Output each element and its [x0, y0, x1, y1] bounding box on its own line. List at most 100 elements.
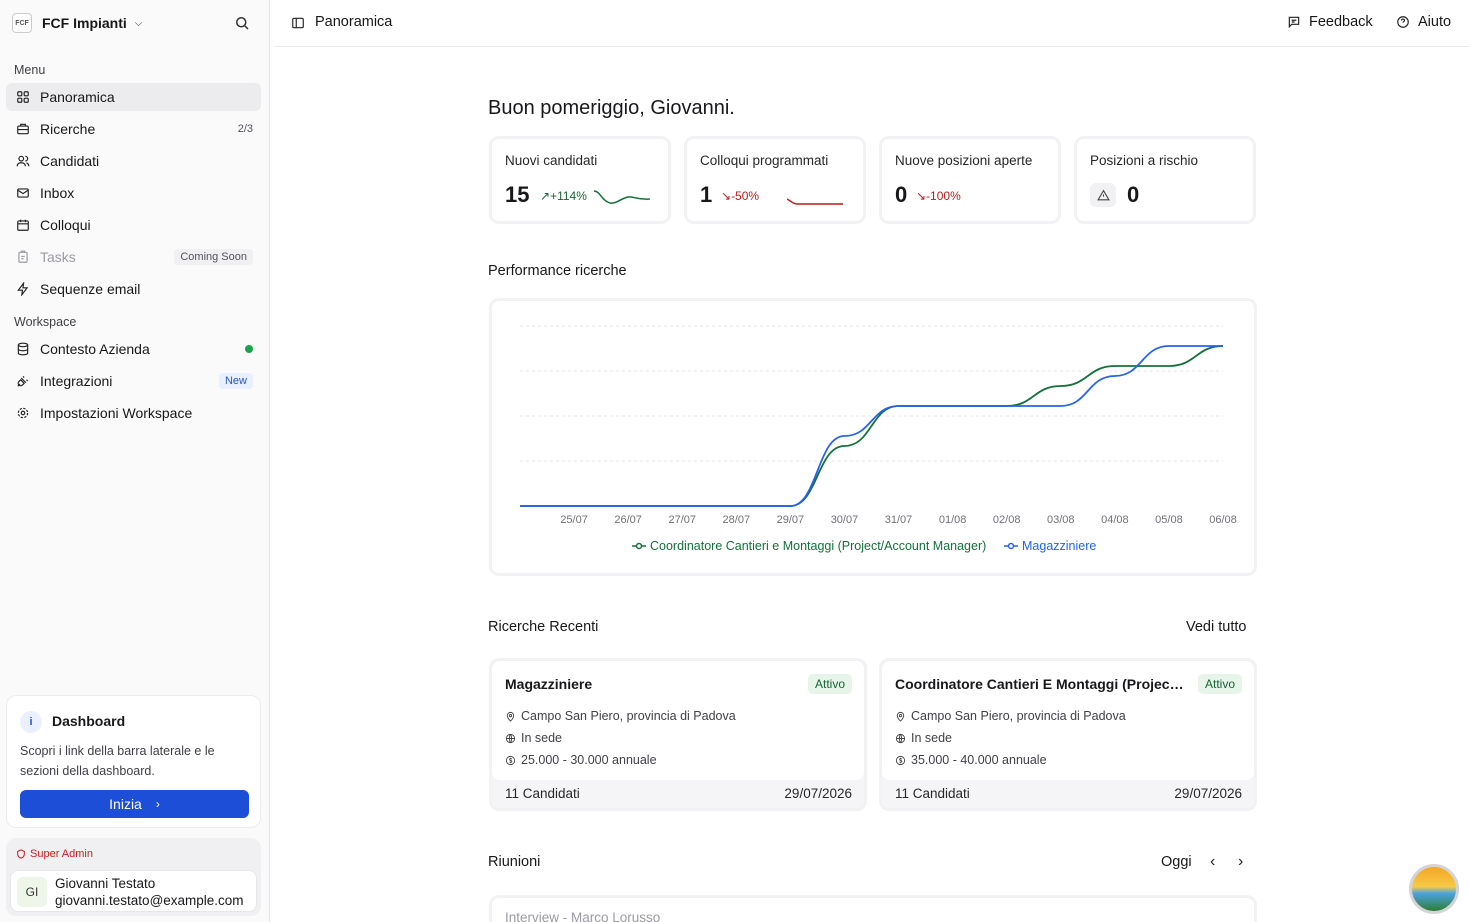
- x-tick-label: 30/07: [831, 514, 859, 526]
- calendar-icon: [16, 218, 30, 232]
- sidebar-item-label: Tasks: [40, 249, 76, 265]
- series-line-coordinatore[interactable]: [520, 345, 1224, 507]
- job-mode: In sede: [895, 731, 952, 745]
- mode-text: In sede: [521, 731, 563, 745]
- warning-icon: [1090, 183, 1116, 207]
- money-icon: [505, 755, 516, 765]
- stat-value: 15: [505, 182, 530, 207]
- x-tick-label: 28/07: [723, 514, 751, 526]
- sidebar-item-inbox[interactable]: Inbox: [6, 179, 261, 207]
- globe-icon: [895, 733, 906, 743]
- sidebar-item-label: Ricerche: [40, 121, 96, 137]
- sidebar-item-label: Sequenze email: [40, 281, 141, 297]
- x-tick-label: 04/08: [1101, 514, 1129, 526]
- sidebar-toggle-icon[interactable]: [291, 16, 305, 30]
- chevron-right-icon[interactable]: ›: [1238, 853, 1244, 870]
- status-badge: Attivo: [807, 674, 852, 694]
- page-title: Panoramica: [315, 14, 393, 30]
- job-title: Magazziniere: [505, 676, 593, 692]
- trend-up-indicator: ↗+114%: [540, 189, 587, 203]
- x-tick-label: 02/08: [993, 514, 1021, 526]
- search-icon[interactable]: [233, 14, 251, 32]
- x-tick-label: 31/07: [885, 514, 913, 526]
- sidebar-item-integrazioni[interactable]: Integrazioni New: [6, 367, 261, 395]
- salary-text: 25.000 - 30.000 annuale: [521, 753, 657, 767]
- briefcase-icon: [16, 122, 30, 136]
- job-date: 29/07/2026: [1174, 786, 1242, 801]
- workspace-logo: FCF: [12, 13, 32, 33]
- salary-text: 35.000 - 40.000 annuale: [911, 753, 1047, 767]
- candidates-count: 11 Candidati: [505, 786, 580, 801]
- job-location: Campo San Piero, provincia di Padova: [505, 709, 736, 723]
- stat-label: Colloqui programmati: [700, 153, 829, 168]
- performance-chart: 25/07 26/07 27/07 28/07 29/07 30/07 31/07 01/08…: [520, 325, 1237, 553]
- job-mode: In sede: [505, 731, 562, 745]
- location-text: Campo San Piero, provincia di Padova: [911, 709, 1126, 723]
- legend-item[interactable]: Magazziniere: [1004, 539, 1096, 553]
- shield-icon: [17, 849, 25, 859]
- help-text: Scopri i link della barra laterale e le …: [20, 744, 215, 778]
- sidebar-item-panoramica[interactable]: Panoramica: [6, 83, 261, 111]
- super-admin-badge: Super Admin: [16, 848, 93, 860]
- x-tick-label: 25/07: [560, 514, 588, 526]
- legend-item[interactable]: Coordinatore Cantieri e Montaggi (Projec…: [632, 539, 986, 553]
- coming-soon-badge: Coming Soon: [174, 249, 253, 265]
- sidebar-item-contesto-azienda[interactable]: Contesto Azienda: [6, 335, 261, 363]
- chevron-down-icon: ⌵: [134, 17, 143, 29]
- stat-card-nuovi-candidati[interactable]: Nuovi candidati 15 ↗+114%: [489, 136, 671, 224]
- info-icon: i: [20, 711, 42, 733]
- trend-value: -50%: [731, 189, 760, 203]
- user-card[interactable]: GI Giovanni Testato giovanni.testato@exa…: [10, 870, 257, 912]
- help-button[interactable]: Aiuto: [1396, 14, 1451, 30]
- new-badge: New: [218, 373, 253, 389]
- job-date: 29/07/2026: [784, 786, 852, 801]
- job-card-coordinatore[interactable]: Coordinatore Cantieri E Montaggi (Projec…: [879, 658, 1257, 811]
- sidebar-item-ricerche[interactable]: Ricerche 2/3: [6, 115, 261, 143]
- stat-card-posizioni-rischio[interactable]: Posizioni a rischio 0: [1074, 136, 1256, 224]
- feedback-button[interactable]: Feedback: [1287, 14, 1373, 30]
- stat-label: Nuovi candidati: [505, 153, 598, 168]
- chevron-left-icon[interactable]: ‹: [1210, 853, 1216, 870]
- legend-label: Magazziniere: [1022, 539, 1096, 553]
- trend-down-indicator: ↘-100%: [916, 189, 961, 203]
- start-tour-button[interactable]: Inizia ›: [20, 790, 249, 818]
- sidebar-item-label: Contesto Azienda: [40, 341, 150, 357]
- help-label: Aiuto: [1418, 14, 1452, 30]
- see-all-link[interactable]: Vedi tutto: [1186, 619, 1247, 635]
- sidebar-item-impostazioni-workspace[interactable]: Impostazioni Workspace: [6, 399, 261, 427]
- mail-icon: [16, 186, 30, 200]
- assistant-avatar-button[interactable]: [1409, 864, 1459, 914]
- stat-card-nuove-posizioni[interactable]: Nuove posizioni aperte 0 ↘-100%: [879, 136, 1061, 224]
- sidebar-item-sequenze-email[interactable]: Sequenze email: [6, 275, 261, 303]
- sidebar-item-candidati[interactable]: Candidati: [6, 147, 261, 175]
- stat-value: 0: [895, 182, 908, 207]
- dashboard-help-card: i Dashboard Scopri i link della barra la…: [6, 695, 261, 828]
- sidebar-item-label: Integrazioni: [40, 373, 113, 389]
- trend-down-indicator: ↘-50%: [721, 189, 760, 203]
- help-circle-icon: [1397, 16, 1409, 28]
- today-button[interactable]: Oggi: [1161, 854, 1192, 870]
- stat-value: 1: [700, 182, 713, 207]
- user-menu[interactable]: Super Admin GI Giovanni Testato giovanni…: [6, 838, 261, 916]
- meeting-card[interactable]: Interview - Marco Lorusso: [489, 895, 1257, 922]
- sidebar-item-colloqui[interactable]: Colloqui: [6, 211, 261, 239]
- x-tick-label: 06/08: [1209, 514, 1237, 526]
- job-card-body: Coordinatore Cantieri E Montaggi (Projec…: [882, 661, 1254, 780]
- x-tick-label: 05/08: [1155, 514, 1183, 526]
- stat-value: 0: [1127, 182, 1140, 207]
- sidebar-item-label: Impostazioni Workspace: [40, 405, 193, 421]
- sidebar-item-label: Panoramica: [40, 89, 115, 105]
- series-line-magazziniere[interactable]: [520, 345, 1223, 507]
- start-tour-label: Inizia: [109, 796, 142, 812]
- performance-chart-card: 25/07 26/07 27/07 28/07 29/07 30/07 31/07 01/08…: [489, 298, 1257, 576]
- stat-card-colloqui-programmati[interactable]: Colloqui programmati 1 ↘-50%: [684, 136, 866, 224]
- job-card-magazziniere[interactable]: Magazziniere Attivo Campo San Piero, pro…: [489, 658, 867, 811]
- job-title: Coordinatore Cantieri E Montaggi (Projec…: [895, 676, 1184, 692]
- workspace-name: FCF Impianti: [42, 15, 127, 31]
- workspace-switcher[interactable]: FCF FCF Impianti ⌵: [12, 12, 257, 34]
- sidebar-item-label: Candidati: [40, 153, 100, 169]
- status-badge: Attivo: [1197, 674, 1242, 694]
- job-card-body: Magazziniere Attivo Campo San Piero, pro…: [492, 661, 864, 780]
- performance-title: Performance ricerche: [488, 263, 627, 279]
- grid-icon: [16, 90, 30, 104]
